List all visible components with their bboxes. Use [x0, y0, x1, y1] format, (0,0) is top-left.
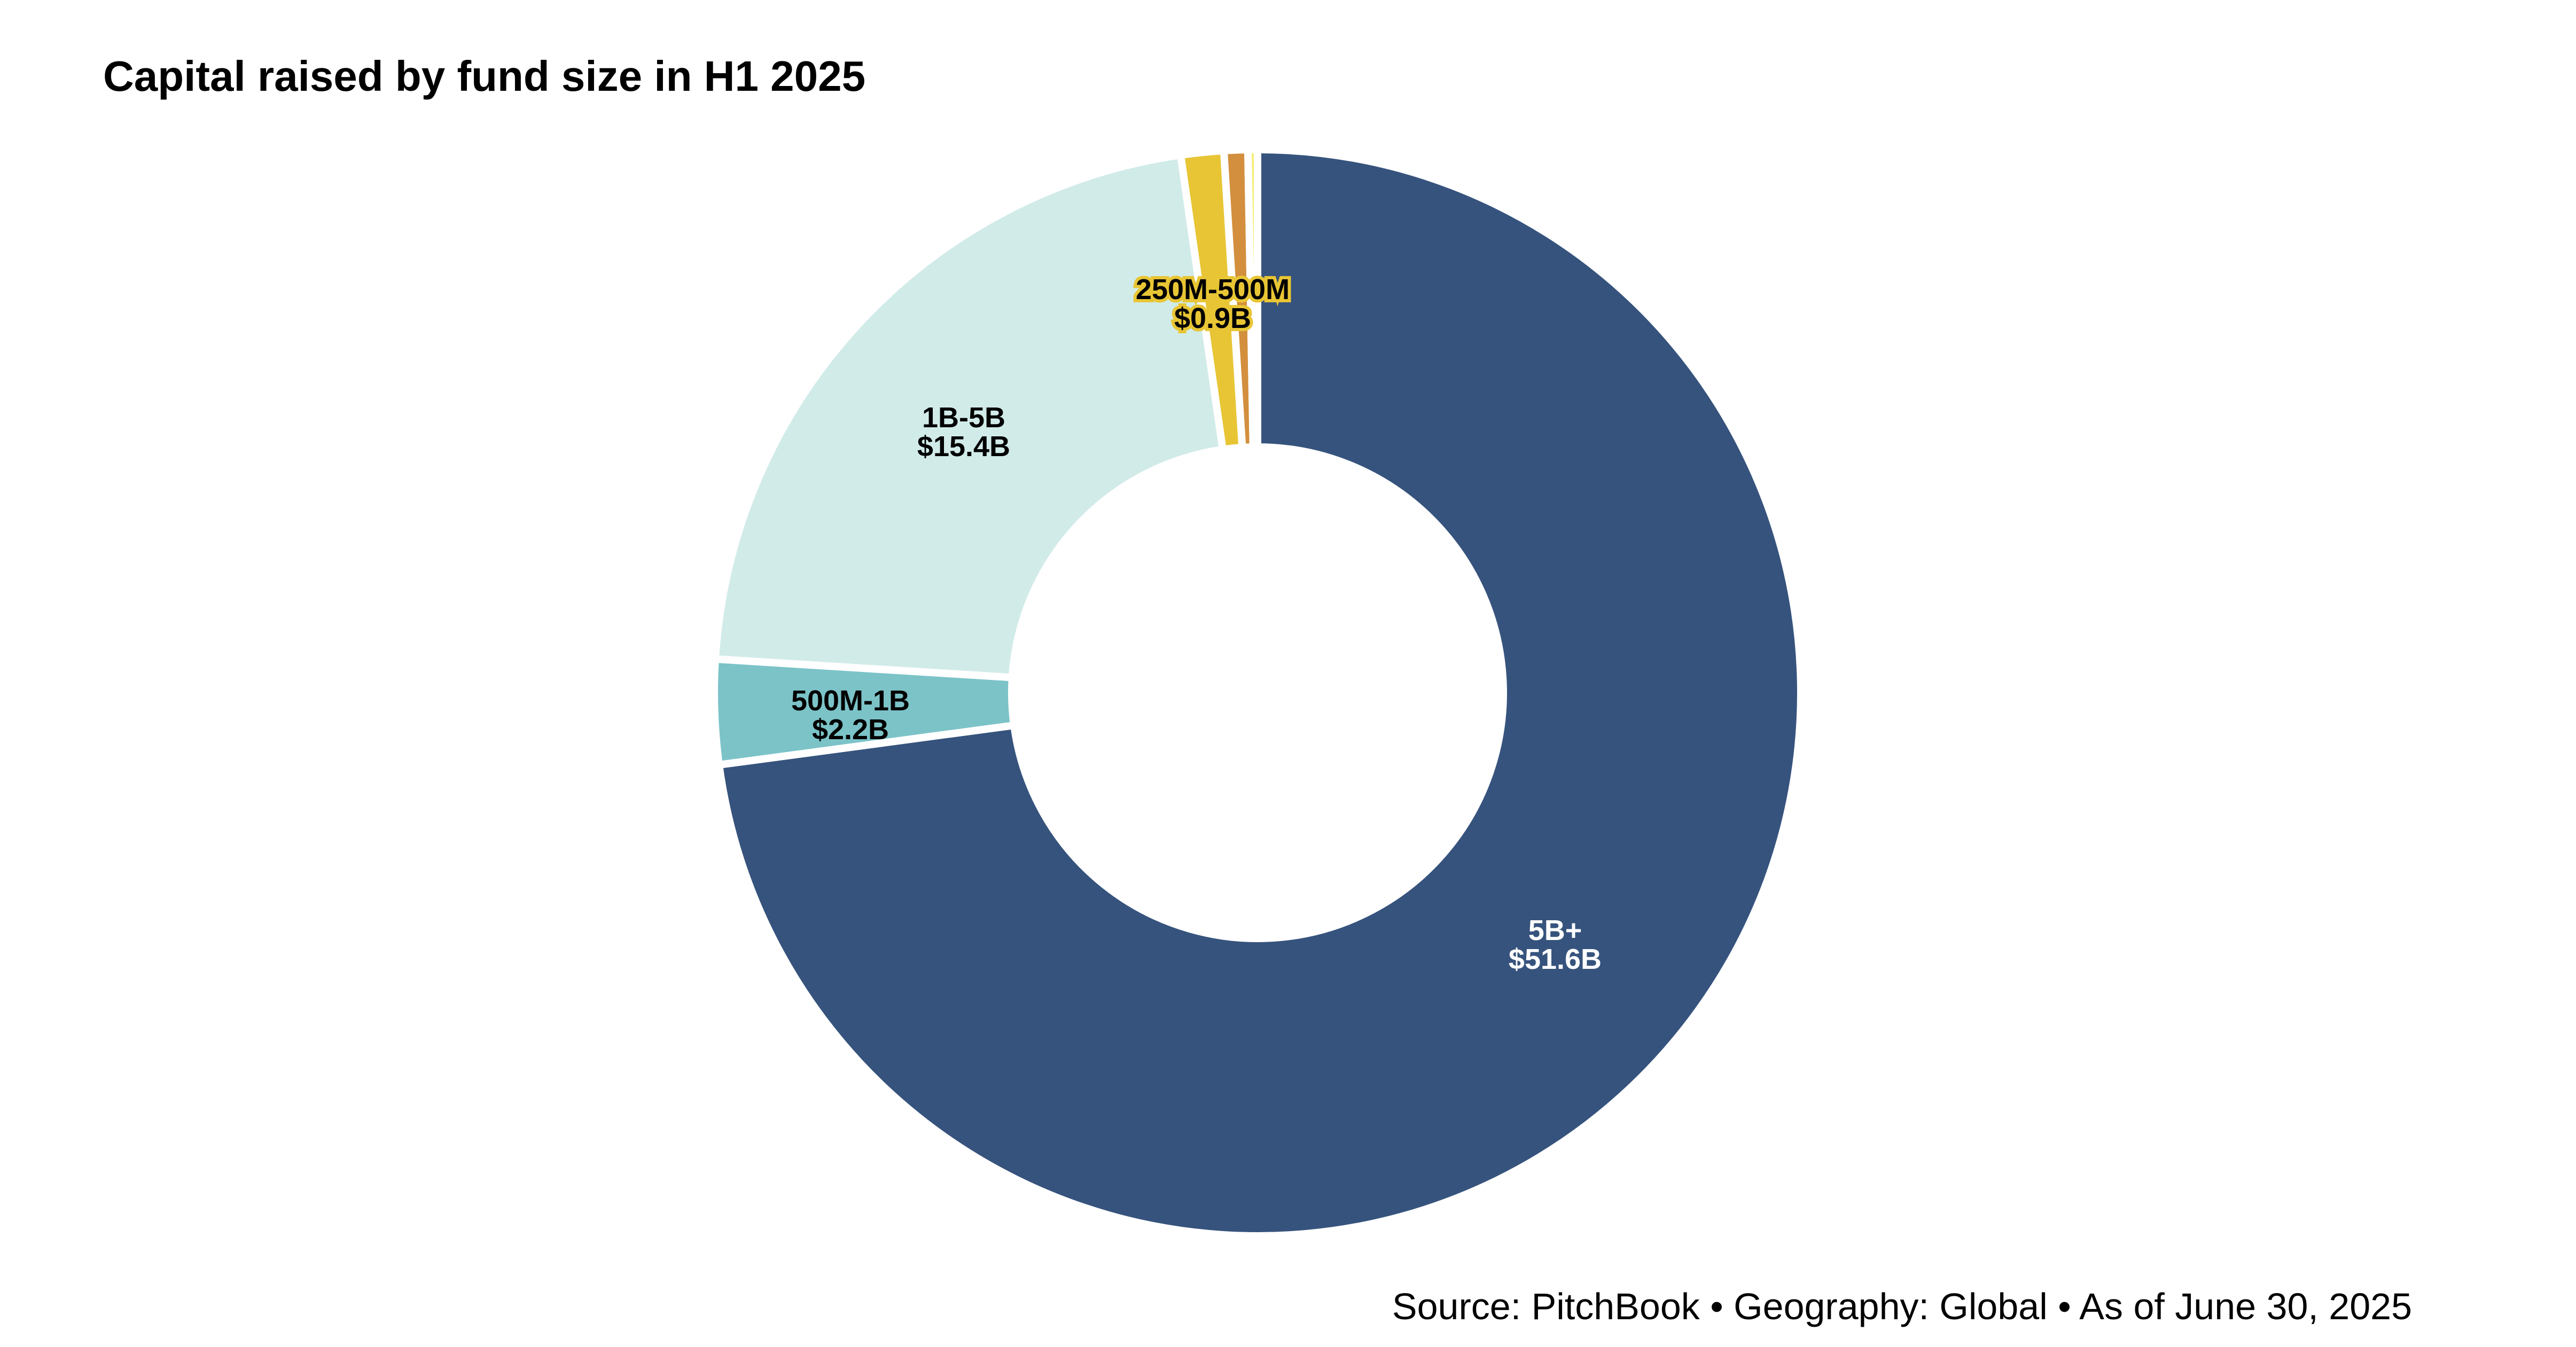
- slice-label-1: 500M-1B: [791, 685, 910, 717]
- slice-5b-: [715, 146, 1805, 1240]
- slice-label-0: 5B+: [1528, 914, 1582, 946]
- slice-unlabeled-5: [1244, 145, 1261, 451]
- slice-value-2: $15.4B: [917, 430, 1010, 463]
- chart-title: Capital raised by fund size in H1 2025: [103, 52, 865, 100]
- slice-value-1: $2.2B: [812, 714, 889, 746]
- slice-value-3: $0.9B: [1174, 302, 1251, 334]
- slice-labels: 5B+$51.6B 500M-1B$2.2B 1B-5B$15.4B 250M-500…: [791, 270, 1602, 975]
- slice-label-2: 1B-5B: [922, 402, 1005, 434]
- slice-1b-5b: [711, 151, 1227, 682]
- slice-value-0: $51.6B: [1509, 943, 1602, 975]
- slices: [711, 145, 1805, 1240]
- source-note: Source: PitchBook • Geography: Global • …: [1392, 1286, 2412, 1327]
- slice-label-3: 250M-500M: [1136, 273, 1290, 306]
